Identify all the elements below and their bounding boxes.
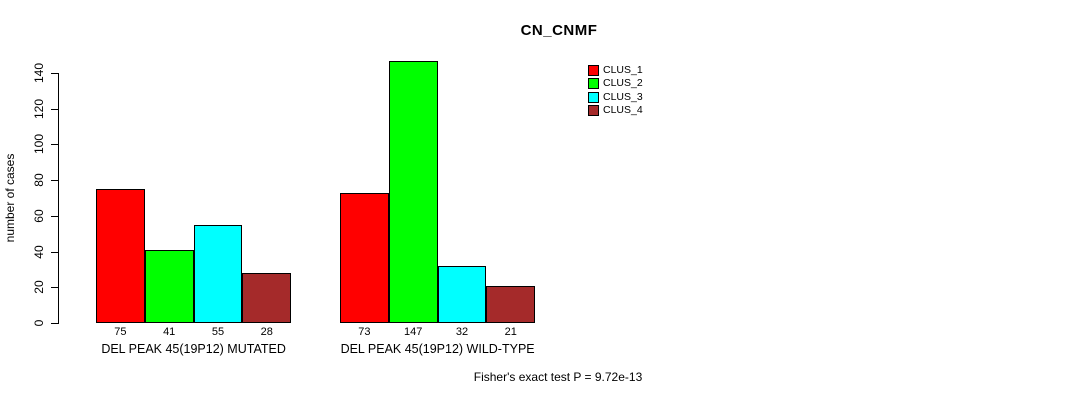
bar-value-label: 28 [260, 326, 273, 338]
y-tick-label: 120 [32, 98, 46, 119]
legend-label: CLUS_4 [603, 104, 643, 117]
legend-swatch-icon [588, 78, 599, 90]
legend-item-clus_4: CLUS_4 [588, 104, 643, 117]
y-tick-mark [51, 287, 58, 289]
fisher-test-footnote: Fisher's exact test P = 9.72e-13 [473, 370, 643, 384]
y-tick-label: 40 [32, 244, 46, 259]
bar-clus_3 [437, 265, 487, 323]
legend-label: CLUS_2 [603, 77, 643, 90]
bar-clus_1 [96, 189, 145, 323]
legend-label: CLUS_1 [603, 64, 643, 77]
bar-value-label: 21 [504, 326, 517, 338]
bar-clus_3 [193, 224, 243, 323]
y-tick-mark [51, 108, 58, 110]
y-tick-label: 60 [32, 209, 46, 223]
bar-value-label: 73 [358, 326, 371, 338]
bar-clus_4 [486, 285, 536, 323]
bar-value-label: 55 [211, 326, 225, 338]
legend-swatch-icon [588, 65, 599, 77]
group-label: DEL PEAK 45(19P12) MUTATED [101, 342, 286, 356]
y-tick-mark [51, 73, 58, 74]
legend-label: CLUS_3 [603, 90, 643, 103]
y-tick-label: 100 [32, 134, 46, 155]
legend: CLUS_1 CLUS_2 CLUS_3 CLUS_4 [588, 64, 643, 117]
bar-value-label: 75 [114, 326, 127, 338]
y-tick-mark [51, 144, 58, 146]
y-tick-label: 0 [32, 319, 46, 327]
y-tick-label: 80 [32, 173, 46, 187]
y-axis-line [58, 73, 59, 324]
y-tick-mark [51, 180, 58, 182]
legend-swatch-icon [588, 91, 599, 103]
bar-clus_2 [144, 249, 194, 323]
bar-clus_4 [242, 273, 292, 323]
bar-value-label: 147 [404, 326, 423, 338]
y-tick-mark [51, 251, 58, 253]
bar-clus_2 [388, 60, 438, 323]
group-label: DEL PEAK 45(19P12) WILD-TYPE [340, 342, 535, 356]
legend-item-clus_2: CLUS_2 [588, 77, 643, 90]
legend-item-clus_1: CLUS_1 [588, 64, 643, 77]
y-tick-label: 140 [32, 62, 46, 84]
bar-clus_1 [340, 192, 389, 323]
bar-value-label: 41 [163, 326, 176, 338]
legend-item-clus_3: CLUS_3 [588, 91, 643, 104]
bar-value-label: 32 [455, 326, 469, 338]
y-tick-mark [51, 215, 58, 217]
legend-swatch-icon [588, 105, 599, 117]
y-tick-label: 20 [32, 280, 46, 294]
y-tick-mark [51, 323, 58, 324]
chart-title: CN_CNMF [520, 22, 598, 39]
